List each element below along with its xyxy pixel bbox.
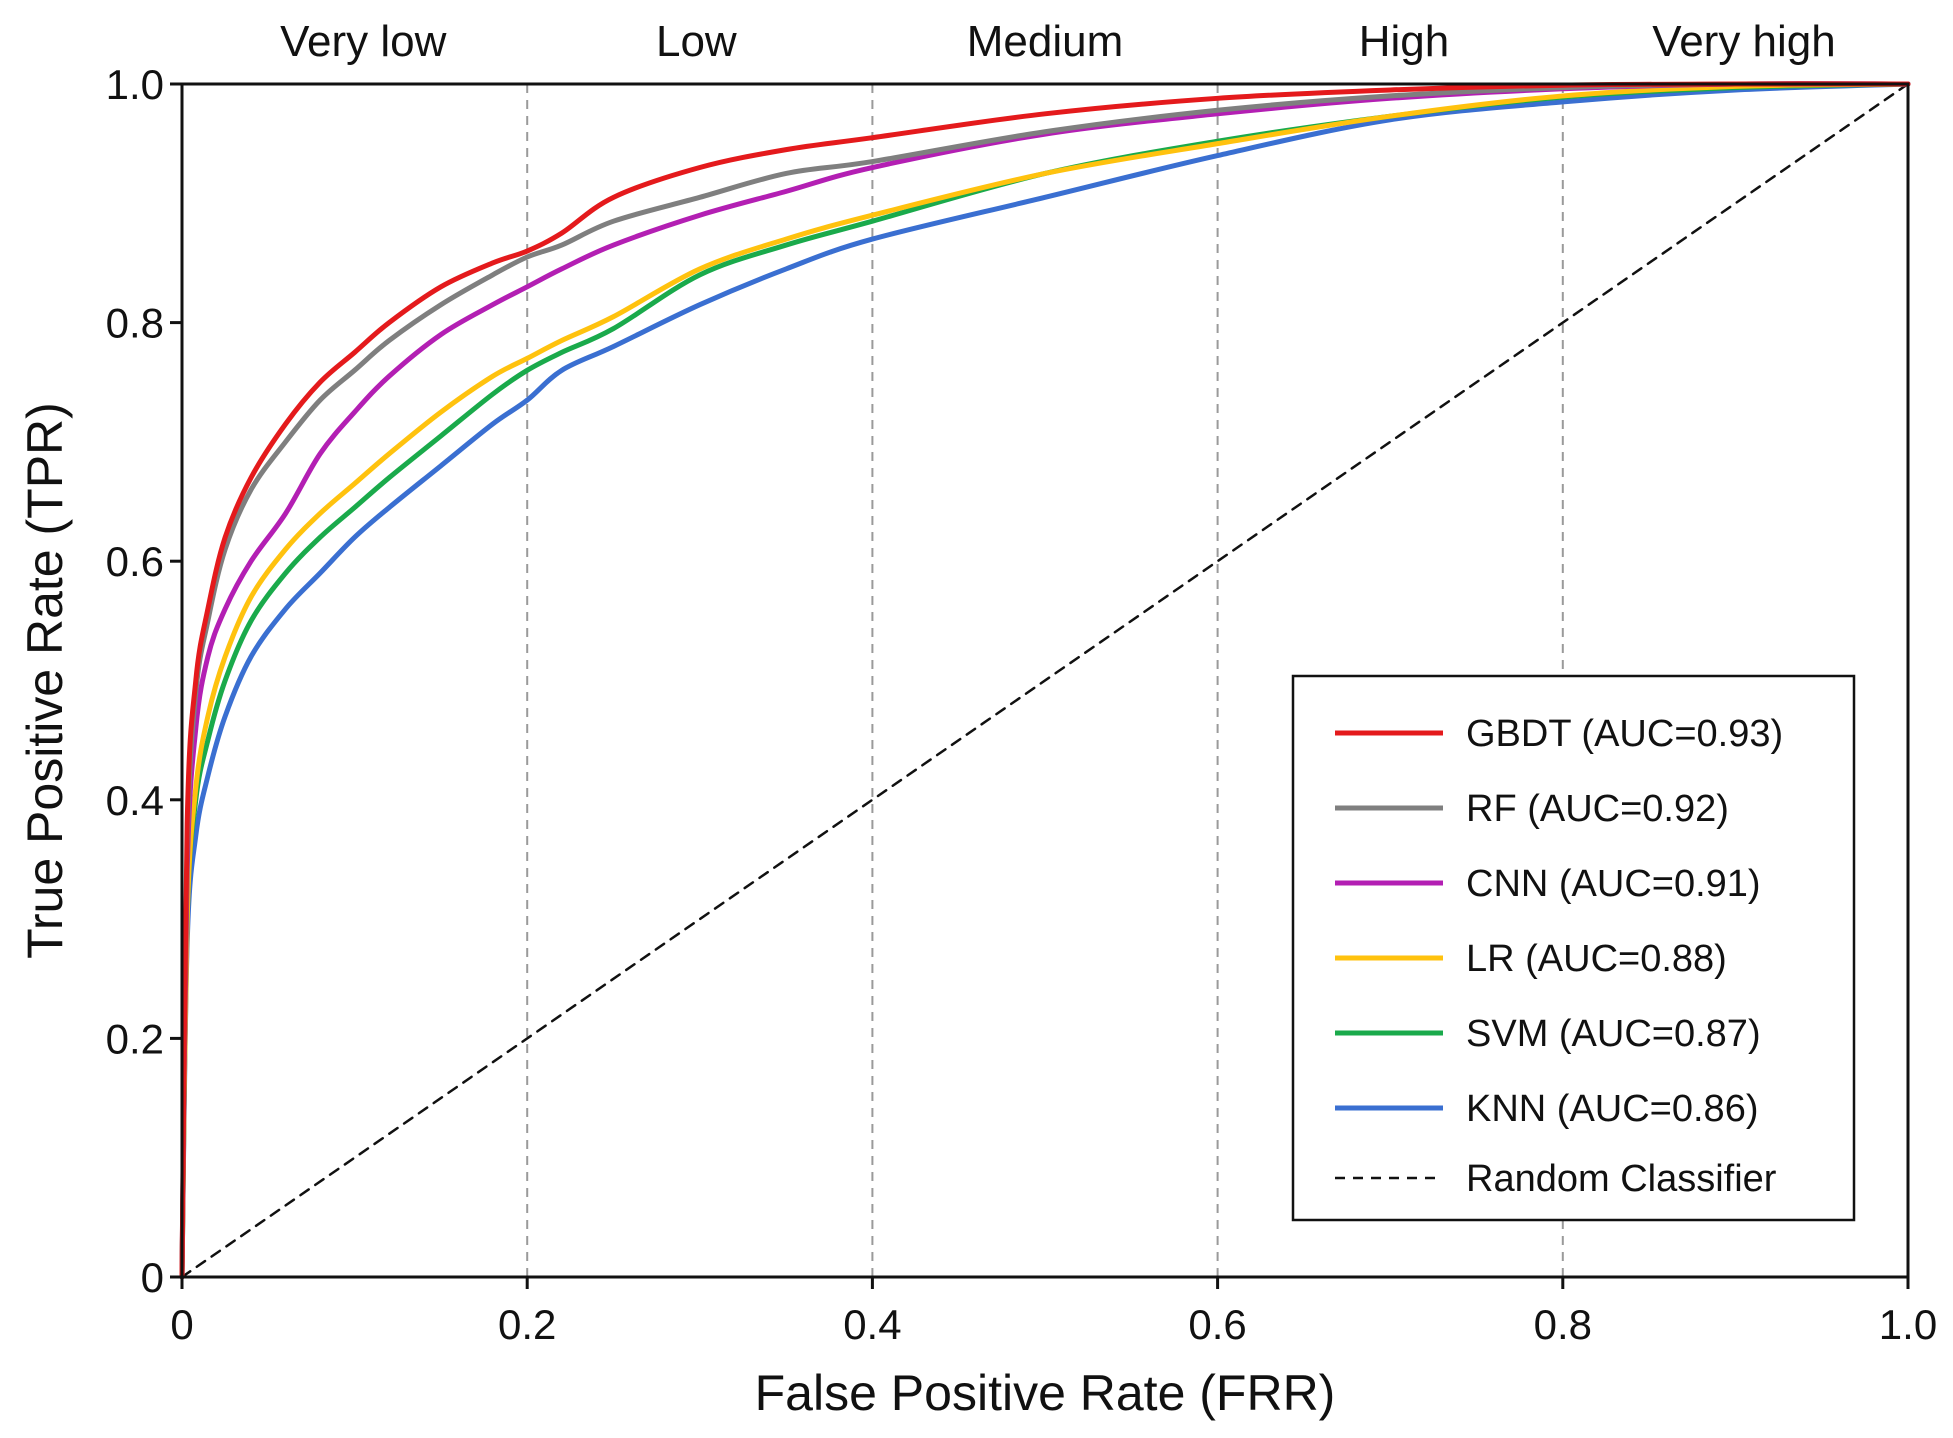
roc-curves [179, 81, 1911, 1280]
plot-area-frame [180, 82, 1910, 1279]
x-axis-title: False Positive Rate (FRR) [755, 1365, 1336, 1421]
region-label-very-high: Very high [1652, 17, 1835, 66]
x-tick-label: 0 [170, 1301, 193, 1348]
y-axis-title: True Positive Rate (TPR) [17, 402, 73, 959]
region-label-very-low: Very low [280, 17, 447, 66]
y-tick-label: 0.2 [106, 1015, 164, 1062]
x-tick-label: 0.8 [1534, 1301, 1592, 1348]
legend: GBDT (AUC=0.93) RF (AUC=0.92) CNN (AUC=0.9… [1291, 674, 1856, 1222]
region-label-medium: Medium [967, 17, 1124, 66]
region-label-high: High [1359, 17, 1450, 66]
legend-label-knn: KNN (AUC=0.86) [1466, 1088, 1758, 1130]
y-tick-label: 0.8 [106, 300, 164, 347]
series-line-knn [179, 81, 1911, 1280]
y-tick-label: 1.0 [106, 61, 164, 108]
x-tick-label: 0.4 [843, 1301, 901, 1348]
y-axis-ticks: 0 0.2 0.4 0.6 0.8 1.0 [106, 61, 182, 1301]
legend-box [1291, 674, 1856, 1222]
series-line-gbdt [179, 81, 1911, 1280]
legend-label-rf: RF (AUC=0.92) [1466, 788, 1729, 830]
region-labels: Very low Low Medium High Very high [280, 17, 1836, 66]
legend-label-random-classifier: Random Classifier [1466, 1158, 1777, 1200]
region-label-low: Low [656, 17, 737, 66]
legend-label-svm: SVM (AUC=0.87) [1466, 1013, 1761, 1055]
legend-label-lr: LR (AUC=0.88) [1466, 938, 1727, 980]
series-line-lr [179, 81, 1911, 1280]
x-axis-ticks: 0 0.2 0.4 0.6 0.8 1.0 [170, 1277, 1937, 1348]
legend-label-cnn: CNN (AUC=0.91) [1466, 863, 1761, 905]
y-tick-label: 0 [141, 1254, 164, 1301]
series-line-random-classifier [180, 82, 1910, 1279]
x-tick-label: 0.2 [498, 1301, 556, 1348]
y-tick-label: 0.6 [106, 538, 164, 585]
x-tick-label: 0.6 [1188, 1301, 1246, 1348]
y-tick-label: 0.4 [106, 777, 164, 824]
x-tick-label: 1.0 [1879, 1301, 1937, 1348]
legend-label-gbdt: GBDT (AUC=0.93) [1466, 713, 1783, 755]
